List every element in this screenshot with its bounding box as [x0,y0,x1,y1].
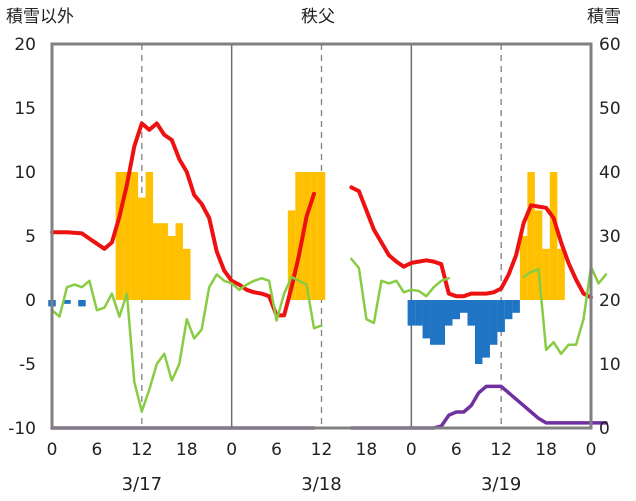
chart-title: 秩父 [301,7,335,27]
x-tick-label: 12 [490,440,512,460]
x-tick-label: 18 [535,440,557,460]
bars [48,172,565,364]
positive-bar [138,197,146,300]
positive-bar [175,223,184,300]
date-label: 3/19 [481,474,521,495]
snow-line [349,384,608,430]
x-tick-label: 0 [226,440,237,460]
y-right-tick-label: 0 [599,419,610,439]
humidity_like-line [50,273,323,413]
positive-bar [549,172,558,300]
y-left-tick-label: 5 [25,227,36,247]
negative-bar [512,300,520,313]
x-tick-label: 18 [176,440,198,460]
x-tick-label: 6 [271,440,282,460]
x-tick-label: 12 [311,440,333,460]
negative-bar [452,300,460,320]
negative-bar [504,300,513,320]
negative-bar [445,300,453,326]
positive-bar [183,248,191,300]
positive-bar [153,223,161,300]
humidity_like-line [350,257,451,325]
plot-frame [50,42,593,430]
positive-bar [295,172,303,300]
negative-bar [474,300,483,364]
x-tick-label: 12 [131,440,153,460]
x-tick-label: 0 [406,440,417,460]
positive-bar [527,172,535,300]
x-tick-label: 6 [92,440,103,460]
y-axis-left-label: 積雪以外 [6,7,74,27]
y-left-tick-label: 0 [25,291,36,311]
y-right-tick-label: 40 [599,163,621,183]
negative-bar [467,300,475,326]
positive-bar [145,172,154,300]
positive-bar [542,248,550,300]
x-tick-label: 0 [586,440,597,460]
x-tick-label: 6 [451,440,462,460]
y-right-tick-label: 60 [599,35,621,55]
positive-bar [168,236,176,300]
positive-bar [534,210,543,300]
negative-bar [422,300,431,339]
y-axis-right-label: 積雪 [587,7,621,27]
positive-bar [519,236,528,300]
plot-border [50,42,593,430]
y-right-tick-label: 30 [599,227,621,247]
positive-bar [130,172,139,300]
negative-bar [78,300,86,307]
y-left-tick-label: -10 [8,419,36,439]
negative-bar [482,300,490,358]
negative-bar [437,300,446,345]
y-left-tick-label: 20 [14,35,36,55]
negative-bar [489,300,498,345]
temperature-line [349,185,593,300]
negative-bar [430,300,438,345]
y-right-tick-label: 50 [599,99,621,119]
positive-bar [557,248,565,300]
negative-bar [63,300,71,304]
positive-bar [317,172,326,300]
y-right-tick-label: 20 [599,291,621,311]
x-tick-label: 0 [47,440,58,460]
positive-bar [287,210,296,300]
positive-bar [123,172,131,300]
y-right-tick-label: 10 [599,355,621,375]
positive-bar [115,172,124,300]
date-label: 3/17 [122,474,162,495]
negative-bar [497,300,505,332]
y-left-tick-label: 10 [14,163,36,183]
y-left-tick-label: 15 [14,99,36,119]
negative-bar [459,300,468,313]
positive-bar [302,172,311,300]
date-label: 3/18 [301,474,341,495]
negative-bar [407,300,416,326]
positive-bar [310,172,318,300]
positive-bar [160,223,169,300]
negative-bar [415,300,423,326]
x-tick-label: 18 [356,440,378,460]
y-left-tick-label: -5 [19,355,36,375]
